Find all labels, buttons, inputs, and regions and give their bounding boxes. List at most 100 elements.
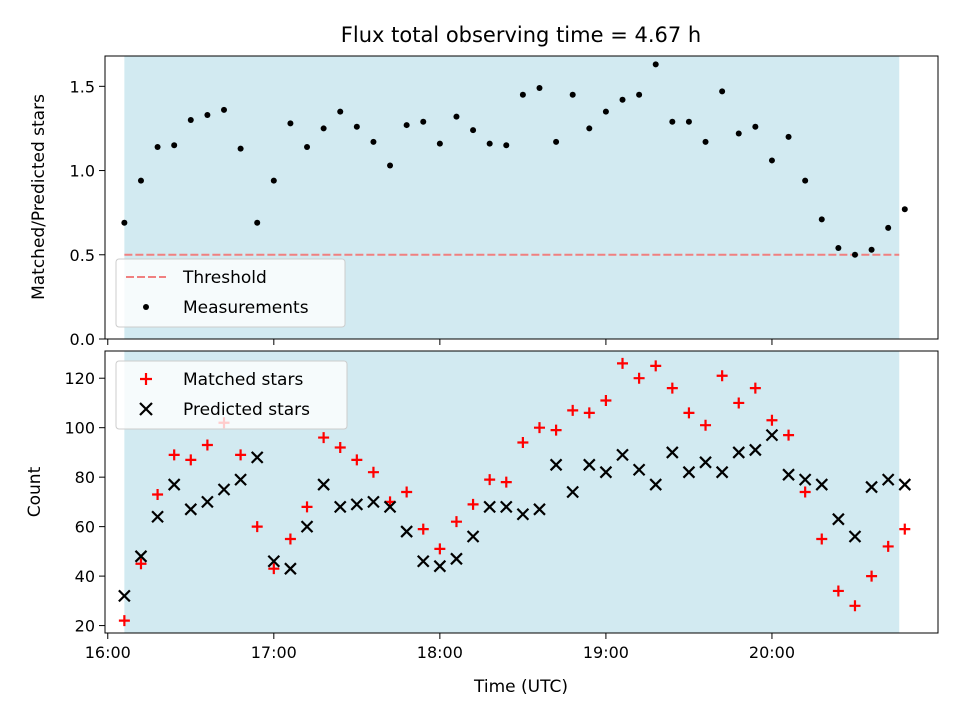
predicted-star-point bbox=[400, 525, 413, 538]
predicted-star-point bbox=[300, 520, 314, 533]
measurement-point bbox=[586, 125, 593, 132]
matched-star-point bbox=[766, 414, 778, 426]
matched-star-point bbox=[600, 394, 612, 406]
measurement-point bbox=[569, 91, 576, 98]
measurement-point bbox=[287, 120, 294, 127]
legend-predicted-swatch bbox=[139, 402, 153, 416]
x-tick-label: 18:00 bbox=[417, 643, 463, 662]
matched-star-point bbox=[749, 382, 761, 394]
measurement-point bbox=[652, 61, 659, 68]
measurement-point bbox=[818, 216, 825, 223]
predicted-star-point bbox=[616, 448, 629, 462]
matched-star-point bbox=[783, 429, 795, 441]
predicted-star-point bbox=[566, 485, 579, 499]
legend-measurements-label: Measurements bbox=[183, 298, 309, 318]
y-tick-label: 1.5 bbox=[70, 77, 95, 96]
matched-star-point bbox=[500, 476, 512, 488]
measurement-point bbox=[851, 251, 858, 258]
matched-star-point bbox=[683, 407, 695, 419]
predicted-star-point bbox=[599, 465, 613, 479]
predicted-star-point bbox=[682, 465, 696, 479]
predicted-star-point bbox=[765, 428, 779, 442]
predicted-star-point bbox=[383, 500, 397, 514]
matched-star-point bbox=[334, 441, 346, 453]
matched-star-point bbox=[118, 615, 130, 627]
matched-star-point bbox=[550, 424, 562, 436]
y-tick-label: 60 bbox=[75, 518, 95, 537]
measurement-point bbox=[221, 106, 227, 113]
legend-threshold-label: Threshold bbox=[182, 268, 267, 288]
matched-star-points bbox=[118, 357, 911, 627]
x-tick-label: 17:00 bbox=[251, 643, 297, 662]
predicted-star-point bbox=[450, 552, 463, 566]
matched-star-point bbox=[866, 570, 878, 582]
predicted-star-point bbox=[350, 498, 364, 511]
measurement-point bbox=[254, 219, 261, 226]
measurement-point bbox=[387, 162, 394, 169]
legend-predicted-label: Predicted stars bbox=[183, 400, 310, 420]
predicted-star-point bbox=[217, 483, 231, 496]
predicted-star-point bbox=[549, 458, 563, 472]
measurement-point bbox=[669, 118, 676, 125]
predicted-star-point bbox=[466, 530, 480, 543]
measurement-point bbox=[171, 142, 178, 149]
legend-matched-label: Matched stars bbox=[183, 370, 303, 390]
matched-star-point bbox=[268, 563, 280, 575]
predicted-star-point bbox=[184, 503, 198, 516]
measurement-point bbox=[204, 111, 211, 118]
predicted-star-point bbox=[367, 495, 380, 509]
matched-star-point bbox=[301, 501, 313, 513]
predicted-star-point bbox=[416, 554, 430, 568]
predicted-star-point bbox=[500, 500, 513, 514]
matched-star-point bbox=[484, 474, 496, 486]
measurement-point bbox=[304, 143, 311, 150]
count-y-axis-label: Count bbox=[25, 466, 45, 517]
matched-star-point bbox=[733, 397, 745, 409]
matched-star-point bbox=[284, 533, 296, 545]
predicted-star-point bbox=[782, 468, 795, 481]
matched-star-point bbox=[832, 585, 844, 597]
predicted-star-point bbox=[583, 458, 596, 472]
measurement-point bbox=[370, 138, 377, 145]
matched-star-point bbox=[168, 449, 180, 461]
x-tick-label: 16:00 bbox=[85, 643, 131, 662]
chart-title: Flux total observing time = 4.67 h bbox=[341, 23, 701, 47]
matched-star-point bbox=[533, 422, 545, 434]
measurement-point bbox=[320, 125, 327, 132]
predicted-star-point bbox=[798, 473, 812, 486]
predicted-star-point bbox=[832, 512, 845, 526]
measurement-point bbox=[154, 143, 161, 150]
ratio-legend: Threshold Measurements bbox=[115, 258, 346, 328]
x-tick-label: 19:00 bbox=[583, 643, 629, 662]
matched-star-point bbox=[201, 439, 213, 451]
measurement-point bbox=[636, 91, 643, 98]
measurement-point bbox=[470, 127, 477, 134]
x-tick-label: 20:00 bbox=[749, 643, 795, 662]
matched-star-point bbox=[135, 558, 147, 570]
ratio-y-ticks: 0.0 0.5 1.0 1.5 bbox=[70, 77, 105, 349]
predicted-star-point bbox=[898, 478, 912, 491]
measurement-point bbox=[519, 91, 526, 98]
measurement-points bbox=[121, 61, 908, 258]
predicted-star-point bbox=[881, 473, 895, 486]
ratio-panel-frame bbox=[104, 55, 939, 340]
measurement-point bbox=[901, 206, 908, 213]
y-tick-label: 20 bbox=[75, 617, 95, 636]
predicted-star-point bbox=[118, 589, 131, 603]
measurement-point bbox=[735, 130, 742, 137]
matched-star-point bbox=[417, 523, 429, 535]
measurement-point bbox=[337, 108, 344, 115]
measurement-point bbox=[420, 118, 427, 125]
matched-star-point bbox=[251, 521, 263, 533]
predicted-star-point bbox=[749, 443, 762, 457]
predicted-star-point bbox=[250, 451, 264, 464]
y-tick-label: 80 bbox=[75, 468, 95, 487]
predicted-star-point bbox=[134, 550, 148, 563]
predicted-star-point bbox=[333, 500, 347, 514]
matched-star-point bbox=[882, 540, 894, 552]
matched-star-point bbox=[849, 600, 861, 612]
measurement-point bbox=[536, 85, 543, 92]
measurement-point bbox=[553, 138, 560, 145]
measurement-point bbox=[785, 133, 792, 140]
predicted-star-point bbox=[234, 473, 247, 486]
